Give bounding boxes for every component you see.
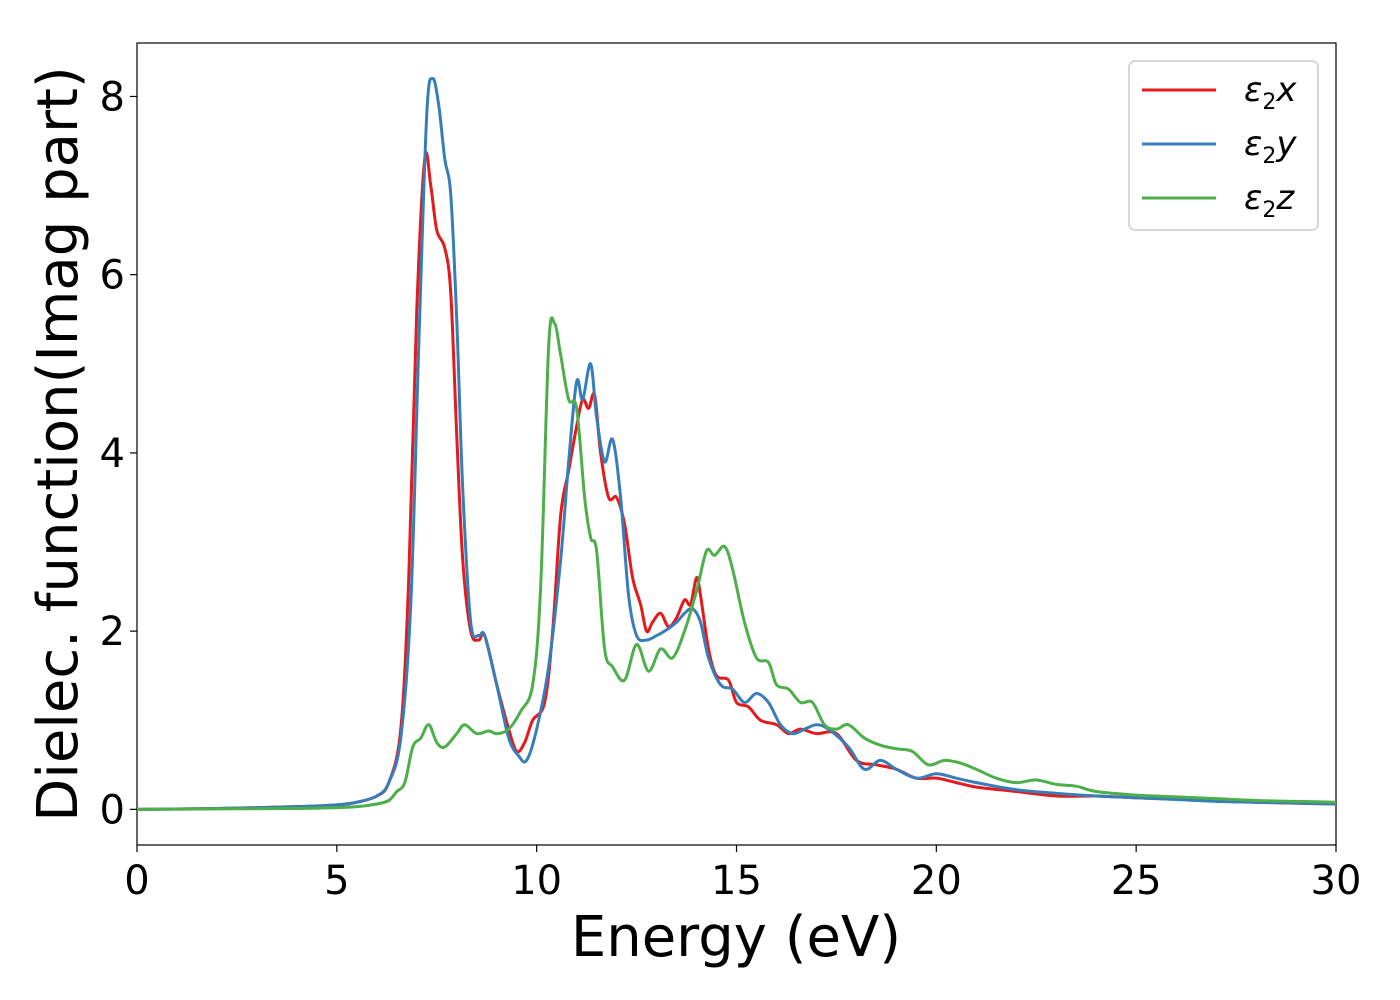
series-line-z — [137, 316, 1336, 811]
y-axis-title: Dielec. function(Imag part) — [26, 66, 91, 822]
series-line-y — [137, 77, 1336, 811]
legend-label-y: ε2y — [1244, 124, 1297, 169]
y-tick-label: 6 — [100, 253, 125, 299]
x-tick-label: 10 — [511, 858, 562, 904]
x-tick-label: 25 — [1111, 858, 1162, 904]
legend-label-z: ε2z — [1244, 178, 1295, 223]
x-tick-label: 5 — [324, 858, 349, 904]
x-tick-label: 0 — [124, 858, 149, 904]
y-tick-label: 2 — [100, 609, 125, 655]
x-tick-label: 20 — [911, 858, 962, 904]
x-tick-label: 30 — [1311, 858, 1362, 904]
y-tick-label: 0 — [100, 787, 125, 833]
legend-frame — [1128, 60, 1319, 231]
x-tick-label: 15 — [711, 858, 762, 904]
y-tick-label: 8 — [100, 74, 125, 120]
series-layer — [137, 77, 1336, 811]
legend: ε2x ε2y ε2z — [1128, 60, 1319, 231]
x-axis: 0 5 10 15 20 25 30 — [124, 845, 1361, 904]
y-axis: 0 2 4 6 8 — [100, 74, 137, 833]
x-axis-title: Energy (eV) — [571, 905, 901, 970]
y-tick-label: 4 — [100, 431, 125, 477]
legend-label-x: ε2x — [1244, 70, 1297, 115]
